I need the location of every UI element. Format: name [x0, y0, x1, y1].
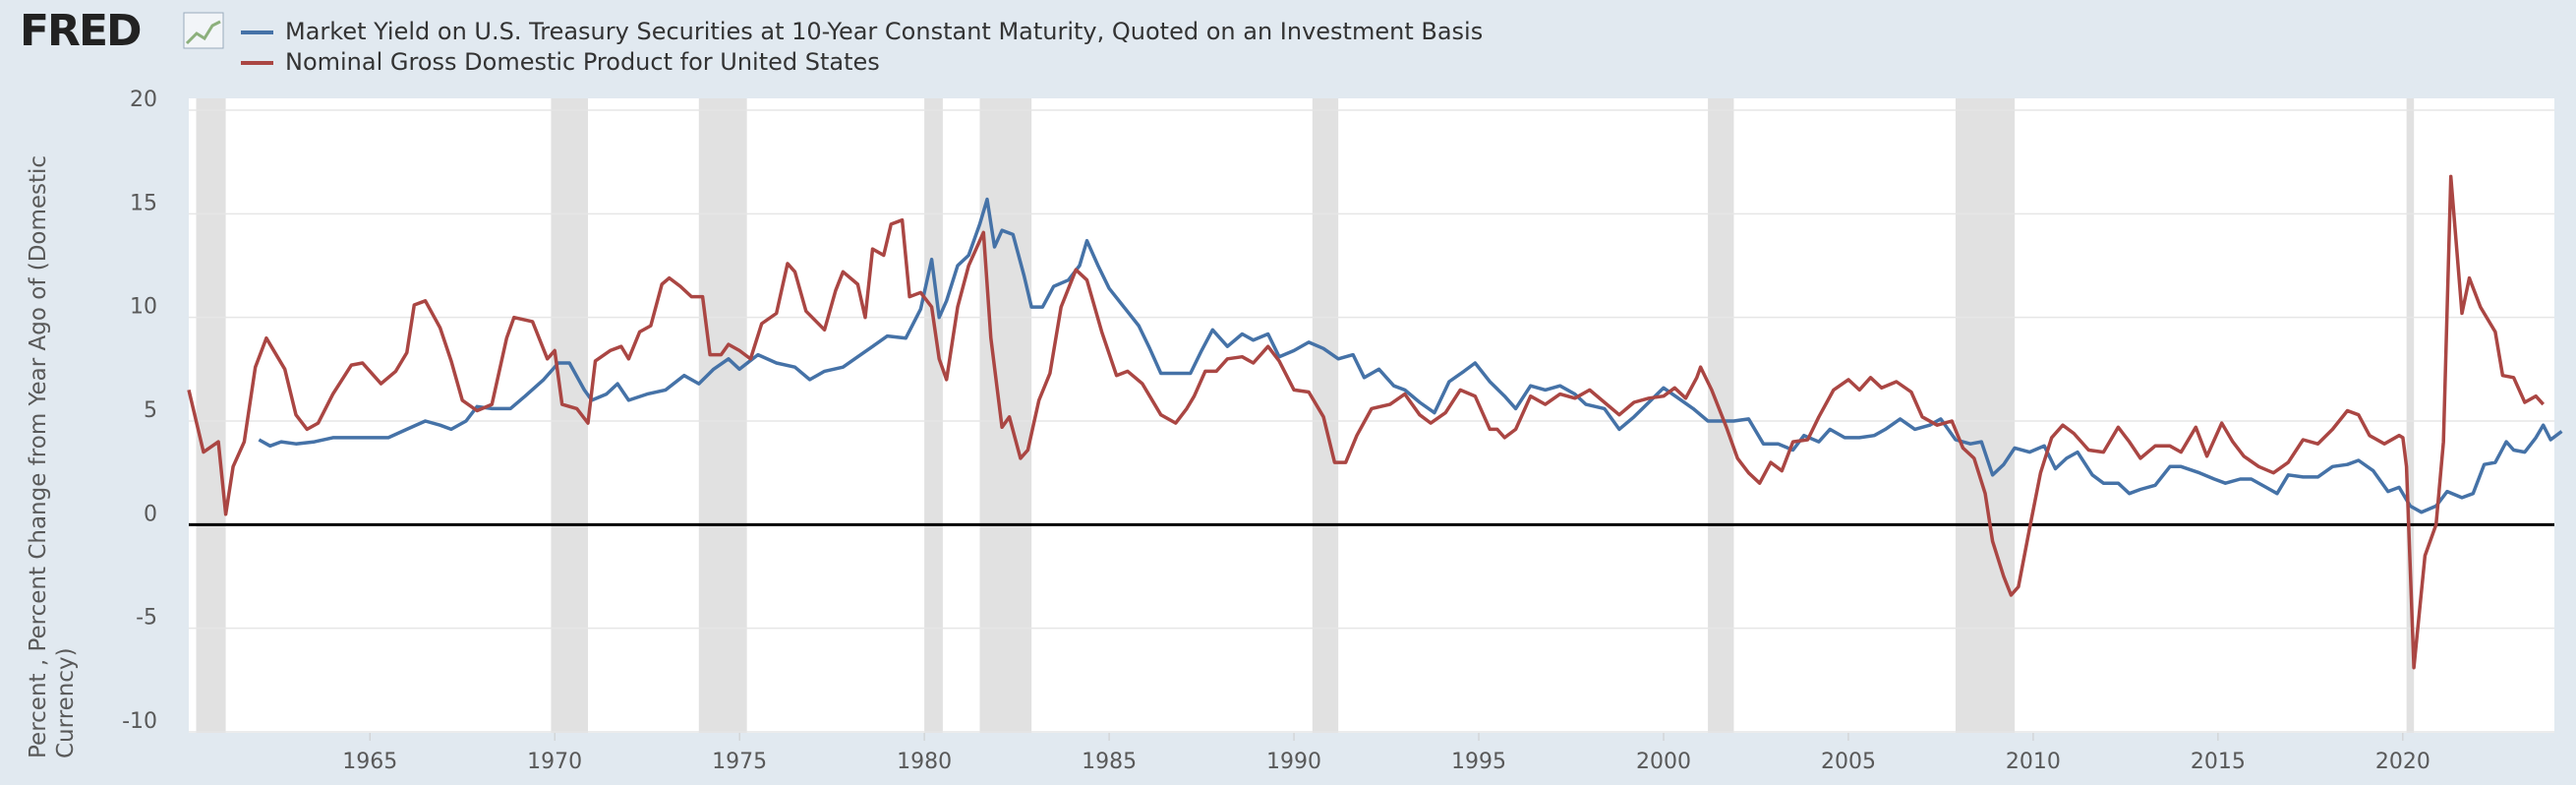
y-tick-label: 20	[130, 88, 157, 112]
x-tick-label: 1970	[527, 750, 582, 774]
x-tick-label: 2020	[2375, 750, 2430, 774]
logo[interactable]: FRED	[20, 6, 143, 56]
x-tick-label: 1985	[1082, 750, 1137, 774]
y-tick-label: 10	[130, 295, 157, 320]
y-tick-label: -10	[122, 709, 157, 734]
recession-band	[698, 98, 747, 733]
legend-label: Nominal Gross Domestic Product for Unite…	[285, 48, 880, 76]
y-axis-label: Percent , Percent Change from Year Ago o…	[26, 154, 79, 758]
y-tick-label: -5	[136, 606, 157, 631]
x-tick-label: 1975	[712, 750, 767, 774]
x-tick-label: 1995	[1451, 750, 1506, 774]
x-tick-label: 2000	[1636, 750, 1691, 774]
x-tick-label: 1980	[897, 750, 952, 774]
legend-label: Market Yield on U.S. Treasury Securities…	[285, 18, 1483, 45]
y-tick-label: 0	[144, 502, 157, 526]
series-line	[258, 197, 2563, 514]
recession-band	[979, 98, 1032, 733]
recession-band	[2406, 98, 2415, 733]
x-tick-label: 1965	[342, 750, 397, 774]
recession-band	[1955, 98, 2016, 733]
series-line	[187, 174, 2546, 670]
logo-icon	[183, 12, 224, 49]
x-tick-label: 1990	[1266, 750, 1321, 774]
recession-band	[196, 98, 226, 733]
x-tick-label: 2015	[2191, 750, 2246, 774]
x-tick-label: 2010	[2006, 750, 2061, 774]
plot-area	[189, 98, 2554, 733]
y-tick-label: 5	[144, 398, 157, 423]
y-tick-label: 15	[130, 191, 157, 215]
recession-band	[1312, 98, 1339, 733]
x-tick-label: 2005	[1821, 750, 1876, 774]
recession-band	[924, 98, 943, 733]
